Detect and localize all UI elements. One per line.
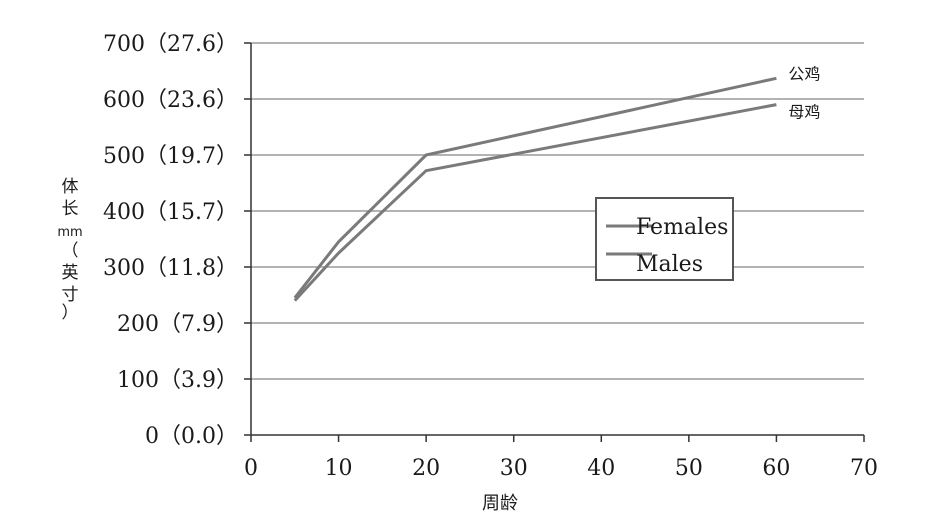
x-tick-label: 70 (850, 456, 878, 481)
x-tick-label: 20 (412, 456, 440, 481)
y-tick-label: 600（23.6） (103, 88, 238, 113)
legend-box (595, 197, 734, 281)
series-lines (293, 76, 777, 302)
y-tick-labels: 0（0.0） 100（3.9） 200（7.9） 300（11.8） 400（15.7）… (103, 32, 238, 449)
y-tick-label: 500（19.7） (103, 144, 238, 169)
x-tick-label: 30 (500, 456, 528, 481)
y-tick-label: 0（0.0） (145, 424, 238, 449)
x-tick-label: 60 (762, 456, 790, 481)
series-line-females (293, 103, 777, 302)
y-axis-label-part: ） (62, 303, 79, 323)
x-tick-label: 0 (244, 456, 258, 481)
y-axis-label-part: mm (57, 225, 82, 240)
end-label-rooster: 公鸡 (788, 64, 820, 83)
y-axis-label-part: 长 (62, 199, 79, 219)
x-tick-labels: 0 10 20 30 40 50 60 70 (244, 456, 878, 481)
y-tick-label: 100（3.9） (117, 368, 238, 393)
x-tick-label: 10 (325, 456, 353, 481)
legend-label-males: Males (636, 252, 703, 277)
y-axis-label-part: 寸 (62, 285, 79, 305)
x-tick-label: 40 (587, 456, 615, 481)
y-axis-label: 体长 mm（英寸） (57, 177, 82, 323)
legend: Females Males (595, 197, 734, 281)
gridlines (251, 42, 864, 380)
y-tick-label: 700（27.6） (103, 32, 238, 57)
axes (244, 42, 865, 442)
y-tick-label: 300（11.8） (103, 256, 238, 281)
y-tick-label: 400（15.7） (103, 200, 238, 225)
y-axis-label-part: 体 (62, 177, 79, 197)
end-label-hen: 母鸡 (788, 103, 820, 122)
x-tick-label: 50 (675, 456, 703, 481)
y-axis-label-part: 英 (62, 263, 79, 283)
series-line-males (293, 76, 777, 299)
x-axis-label: 周龄 (482, 493, 518, 514)
y-axis-label-part: （ (62, 241, 79, 261)
y-tick-label: 200（7.9） (117, 312, 238, 337)
legend-label-females: Females (636, 215, 728, 240)
